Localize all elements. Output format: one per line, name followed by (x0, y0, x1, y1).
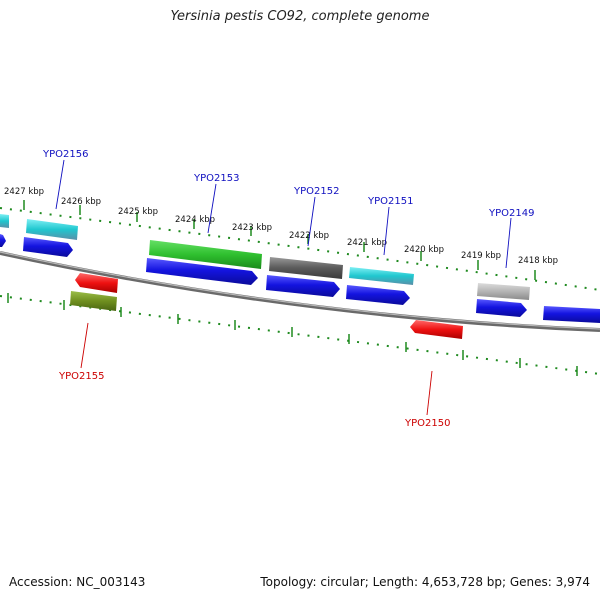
gene-block (477, 283, 530, 300)
genome-summary: Topology: circular; Length: 4,653,728 bp… (260, 575, 590, 589)
gene-block (26, 219, 78, 240)
ruler-label: 2421 kbp (347, 238, 387, 248)
outer-ruler-ticks (23, 200, 536, 280)
gene-label[interactable]: YPO2150 (404, 418, 450, 429)
ruler-label: 2420 kbp (404, 245, 444, 255)
inner-ruler-ticks (7, 293, 578, 376)
genome-backbone (0, 251, 600, 332)
cds-arrow (146, 258, 258, 285)
feature-row-reverse (70, 273, 463, 339)
ruler-label: 2426 kbp (61, 197, 101, 207)
ruler-label: 2424 kbp (175, 215, 215, 225)
gene-block (0, 214, 9, 228)
gene-block (269, 257, 343, 279)
cds-arrow (346, 285, 410, 305)
inner-ruler (0, 295, 600, 375)
gene-label[interactable]: YPO2152 (293, 186, 339, 197)
gene-label[interactable]: YPO2151 (367, 196, 413, 207)
cds-arrow (476, 299, 527, 317)
ruler-label: 2418 kbp (518, 256, 558, 266)
gene-label[interactable]: YPO2153 (193, 173, 239, 184)
reverse-gene-block (70, 291, 117, 311)
ruler-label: 2427 kbp (4, 187, 44, 197)
gene-block (149, 240, 262, 269)
ruler-label: 2425 kbp (118, 207, 158, 217)
cds-arrow (0, 234, 6, 247)
genome-backbone-highlight (0, 251, 600, 330)
gene-leader-lines (55, 159, 512, 416)
gene-label[interactable]: YPO2155 (58, 371, 104, 382)
gene-label[interactable]: YPO2156 (42, 149, 88, 160)
gene-block (349, 267, 414, 285)
ruler-label: 2423 kbp (232, 223, 272, 233)
gene-labels: YPO2156 YPO2153 YPO2152 YPO2151 YPO2149 … (42, 149, 534, 429)
reverse-gene-arrow (75, 273, 118, 293)
cds-arrow (23, 237, 73, 257)
cds-arrow (543, 306, 600, 323)
ruler-labels: 2427 kbp 2426 kbp 2425 kbp 2424 kbp 2423… (4, 187, 558, 266)
outer-ruler (0, 207, 600, 291)
map-title: Yersinia pestis CO92, complete genome (170, 9, 430, 24)
accession-label: Accession: NC_003143 (9, 575, 146, 589)
reverse-gene-arrow (410, 320, 463, 339)
ruler-label: 2419 kbp (461, 251, 501, 261)
cds-arrow (266, 275, 340, 297)
feature-row-cds-forward (0, 234, 600, 323)
gene-label[interactable]: YPO2149 (488, 208, 534, 219)
feature-row-outer (0, 214, 530, 300)
